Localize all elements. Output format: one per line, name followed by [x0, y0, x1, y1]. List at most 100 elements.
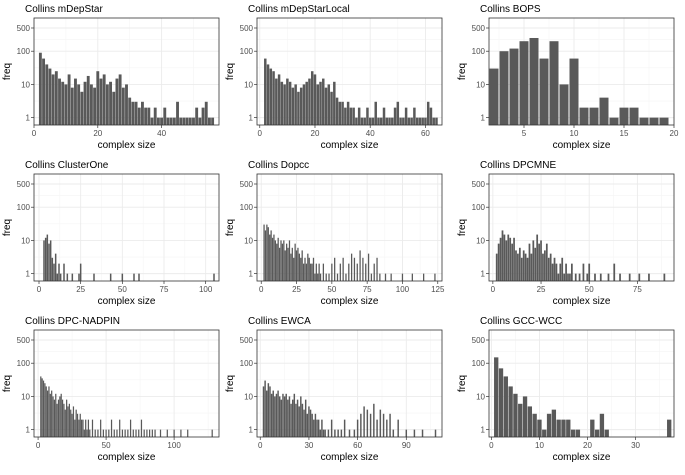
bar [529, 37, 539, 126]
bar [63, 403, 65, 437]
bar [151, 429, 153, 437]
bar [180, 429, 182, 437]
bar [305, 263, 308, 281]
bar [147, 107, 151, 125]
x-tick-label: 5 [522, 129, 527, 138]
bar [507, 234, 510, 281]
bar [294, 243, 296, 281]
bar [169, 117, 173, 125]
bar [659, 117, 669, 125]
chart-panel-6: Collins DPCMNE 0 25 50 75 1 10 100 500 complex si… [457, 160, 675, 307]
bar [131, 101, 135, 125]
bar [553, 257, 556, 281]
bar [497, 243, 500, 281]
bar [569, 58, 579, 125]
bar [324, 87, 328, 125]
bar [648, 273, 650, 281]
x-tick-label: 25 [537, 285, 546, 294]
bar [274, 240, 276, 281]
bar [360, 117, 364, 125]
bar [360, 413, 362, 437]
y-tick-label: 10 [476, 80, 485, 89]
bar [561, 419, 566, 437]
bar [563, 273, 566, 281]
bar [71, 273, 74, 281]
bar [121, 429, 124, 437]
bar [424, 117, 427, 125]
bar [555, 263, 558, 281]
bar [97, 429, 99, 437]
bar [108, 429, 110, 437]
bar [143, 429, 145, 437]
bar [314, 273, 316, 281]
y-tick-label: 10 [21, 236, 30, 245]
y-tick-label: 10 [244, 80, 253, 89]
bar [384, 273, 387, 281]
y-tick-label: 1 [249, 114, 254, 123]
y-tick-label: 100 [472, 47, 486, 56]
bar [94, 429, 96, 437]
bar [342, 257, 344, 281]
bar [44, 237, 47, 281]
bar [159, 429, 162, 437]
bar [293, 393, 296, 437]
x-tick-label: 100 [167, 441, 181, 450]
x-tick-label: 30 [631, 441, 640, 450]
bar [54, 253, 57, 281]
x-tick-label: 75 [633, 285, 642, 294]
x-tick-label: 40 [366, 129, 375, 138]
bar [110, 419, 113, 437]
bar [537, 419, 542, 437]
x-tick-label: 50 [327, 285, 336, 294]
bar [503, 376, 508, 437]
bar [319, 429, 322, 437]
bar [274, 396, 276, 437]
x-tick-label: 20 [583, 441, 592, 450]
panel-border [33, 173, 220, 282]
bar [545, 243, 548, 281]
bar [515, 250, 517, 281]
panel-title: Collins EWCA [248, 316, 311, 327]
bar [278, 247, 281, 281]
panel-border [33, 17, 220, 126]
x-axis-label: complex size [321, 452, 379, 463]
bar [80, 419, 83, 437]
bar [333, 81, 336, 125]
bar [388, 117, 391, 125]
bar [337, 429, 339, 437]
y-tick-label: 10 [244, 236, 253, 245]
bar [639, 117, 649, 125]
x-axis-label: complex size [98, 140, 156, 151]
bar [501, 230, 504, 281]
bar [277, 74, 281, 125]
bar [334, 257, 336, 281]
bar [322, 429, 325, 437]
panel-border [488, 173, 675, 282]
bar [327, 84, 331, 125]
bar [549, 253, 552, 281]
panel-title: Collins ClusterOne [25, 160, 109, 171]
bar [49, 240, 52, 281]
bar [559, 263, 562, 281]
bar [61, 81, 65, 125]
bar [607, 273, 610, 281]
bar [124, 429, 126, 437]
bar [46, 390, 49, 437]
bar [275, 393, 278, 437]
bar [317, 419, 320, 437]
bar [599, 273, 602, 281]
y-axis-label: freq [457, 375, 468, 392]
bar [565, 263, 567, 281]
x-tick-label: 0 [489, 441, 494, 450]
bar [434, 429, 437, 437]
bar [264, 58, 267, 125]
bar [287, 399, 289, 437]
bar [43, 240, 45, 281]
chart-panel-4: Collins ClusterOne 0 25 50 75 100 1 10 100 500 com… [2, 160, 220, 307]
bar [313, 74, 317, 125]
bar [370, 273, 373, 281]
bar [380, 117, 383, 125]
bar [549, 41, 559, 125]
bar [405, 429, 408, 437]
